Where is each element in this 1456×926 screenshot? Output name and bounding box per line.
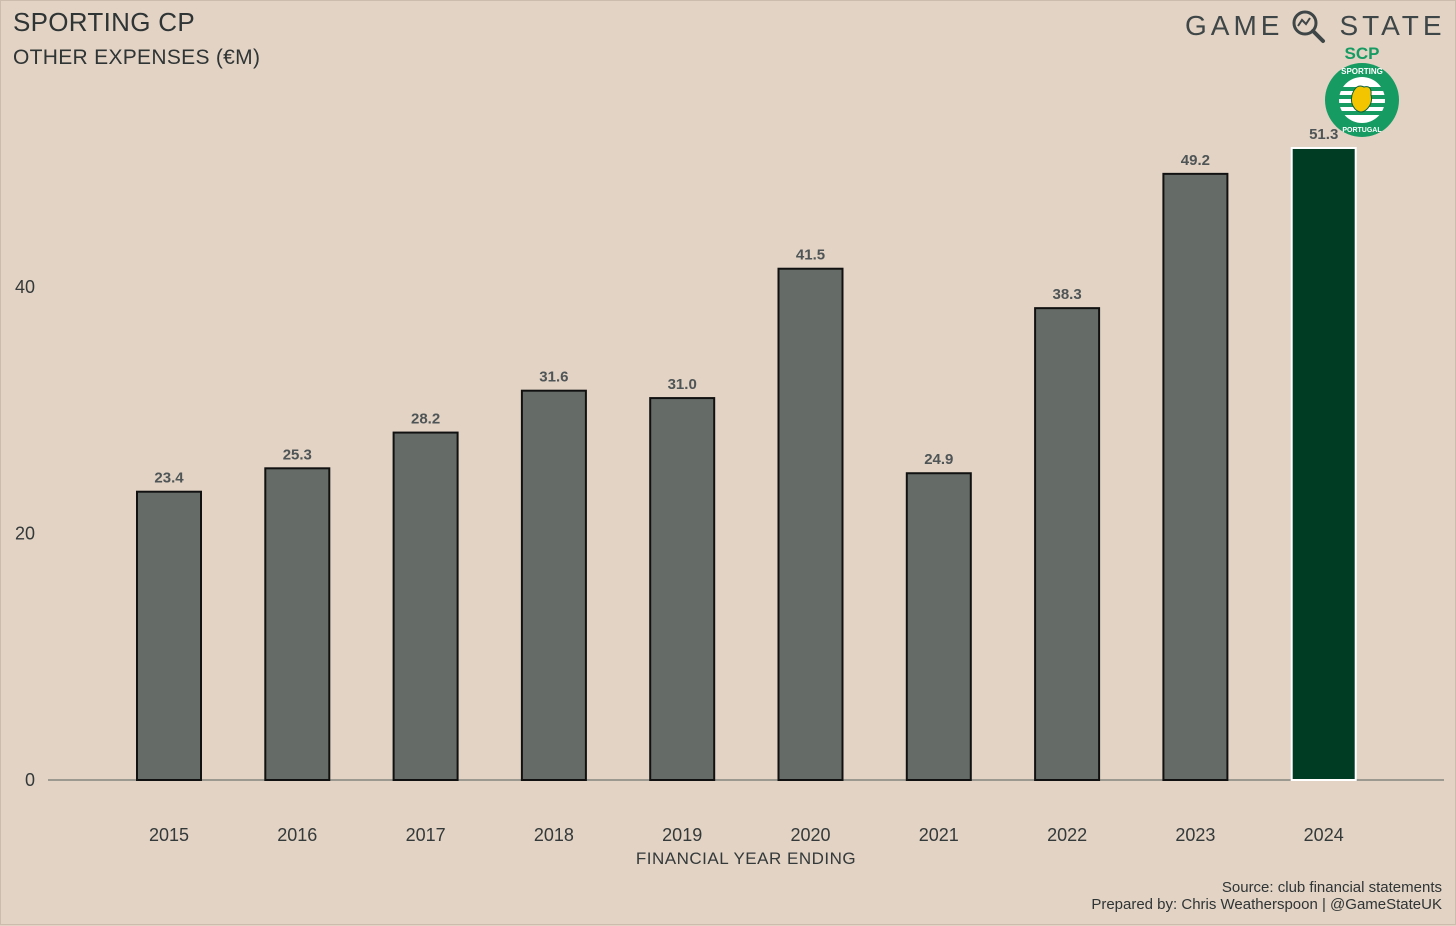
data-labels-group: 23.4 25.3 28.2 31.6 31.0 41.5 24.9 38.3 49.2 51.3 — [154, 126, 1338, 487]
x-tick-label-2015: 2015 — [149, 825, 189, 845]
x-tick-label-2018: 2018 — [534, 825, 574, 845]
chart-subtitle: OTHER EXPENSES (€M) — [13, 46, 261, 69]
crest-text-top: SCP — [1345, 44, 1380, 63]
data-label-2020: 41.5 — [796, 247, 825, 264]
data-label-2015: 23.4 — [154, 470, 184, 487]
bar-2017 — [392, 431, 459, 781]
bar-2018 — [520, 389, 587, 781]
crest-ring-bottom: PORTUGAL — [1342, 127, 1382, 134]
data-label-2024: 51.3 — [1309, 126, 1338, 143]
footer: Source: club financial statements Prepar… — [1091, 879, 1442, 913]
y-tick-label: 40 — [15, 277, 35, 297]
bars-group — [136, 146, 1357, 781]
source-note: Source: club financial statements — [1221, 879, 1442, 896]
data-label-2016: 25.3 — [283, 446, 312, 463]
data-label-2021: 24.9 — [924, 451, 953, 468]
game-state-logo: GAME STATE — [1185, 9, 1446, 43]
bar-2016 — [264, 467, 331, 781]
bar-2022 — [1034, 307, 1101, 781]
y-tick-label: 0 — [25, 770, 35, 790]
x-axis-title: FINANCIAL YEAR ENDING — [636, 849, 856, 868]
bar-2015 — [136, 490, 202, 781]
brand-word-right: STATE — [1339, 10, 1446, 41]
data-label-2018: 31.6 — [539, 369, 568, 386]
chart-title: SPORTING CP — [13, 7, 195, 37]
magnifier-icon — [1292, 10, 1326, 43]
x-tick-label-2021: 2021 — [919, 825, 959, 845]
lion-crest-icon: SCP SPORTING PORTUGAL — [1325, 44, 1399, 137]
data-label-2019: 31.0 — [668, 376, 697, 393]
bar-2024 — [1290, 146, 1357, 781]
x-axis: 2015 2016 2017 2018 2019 2020 2021 2022 2023 2024 — [149, 825, 1344, 845]
data-label-2023: 49.2 — [1181, 152, 1210, 169]
x-tick-label-2019: 2019 — [662, 825, 702, 845]
data-label-2022: 38.3 — [1052, 286, 1081, 303]
x-tick-label-2017: 2017 — [406, 825, 446, 845]
bar-2021 — [905, 472, 972, 781]
x-tick-label-2020: 2020 — [790, 825, 830, 845]
x-tick-label-2023: 2023 — [1175, 825, 1215, 845]
crest-ring-top: SPORTING — [1341, 67, 1383, 76]
credit-note: Prepared by: Chris Weatherspoon | @GameS… — [1091, 896, 1442, 913]
x-tick-label-2022: 2022 — [1047, 825, 1087, 845]
bar-2019 — [649, 397, 716, 781]
x-tick-label-2016: 2016 — [277, 825, 317, 845]
y-axis: 0 20 40 — [15, 277, 35, 790]
bar-2020 — [777, 267, 844, 781]
data-label-2017: 28.2 — [411, 411, 440, 428]
y-tick-label: 20 — [15, 524, 35, 544]
bar-2023 — [1162, 172, 1229, 781]
x-tick-label-2024: 2024 — [1304, 825, 1344, 845]
brand-word-left: GAME — [1185, 10, 1284, 41]
